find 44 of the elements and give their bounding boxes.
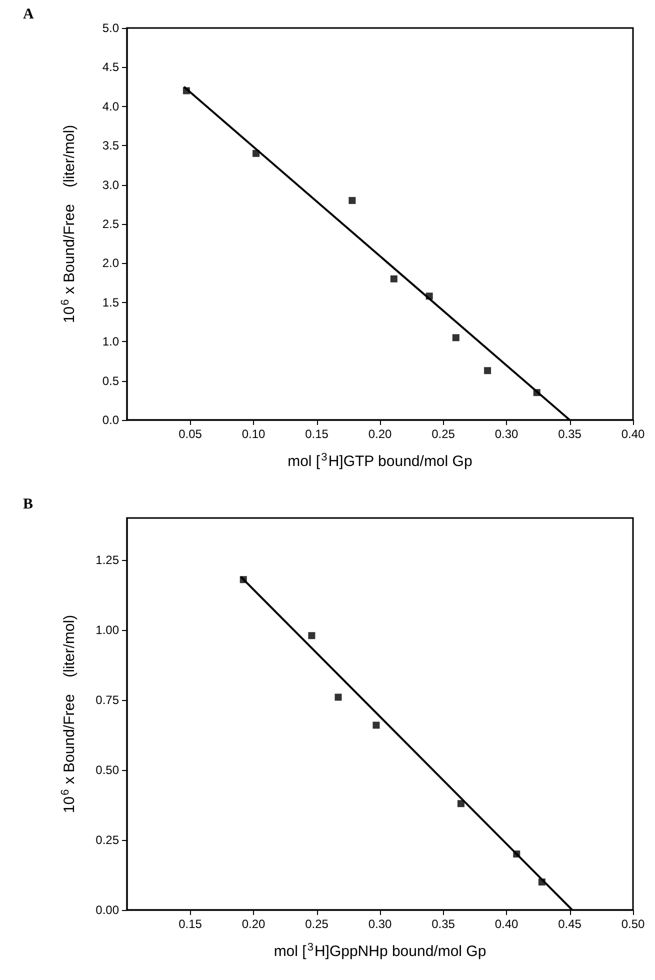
y-tick-label: 1.25: [96, 553, 120, 567]
x-tick-label: 0.20: [242, 917, 266, 931]
x-tick-label: 0.10: [242, 427, 266, 441]
x-tick-label: 0.40: [494, 917, 518, 931]
point: [308, 632, 316, 640]
x-tick-label: 0.05: [178, 427, 202, 441]
point: [372, 722, 380, 729]
x-tick-label: 0.15: [178, 917, 202, 931]
y-tick-label: 0.00: [96, 903, 120, 917]
point: [452, 334, 460, 342]
x-tick-label: 0.35: [432, 917, 456, 931]
y-tick-label: 0.0: [102, 413, 120, 427]
y-tick-label: 0.25: [96, 833, 120, 847]
y-tick-label: 5.0: [102, 21, 120, 35]
y-tick-label: 0.50: [96, 763, 120, 777]
y-tick-label: 3.0: [102, 178, 120, 192]
y-tick-label: 1.5: [102, 295, 120, 310]
x-tick-label: 0.40: [621, 427, 645, 441]
x-tick-label: 0.30: [368, 917, 392, 931]
chart-title: B: [23, 496, 34, 512]
y-axis-title: 106 x Bound/Free (liter/mol): [60, 614, 78, 814]
y-tick-label: 0.75: [96, 693, 120, 707]
chart-title: A: [23, 6, 34, 22]
y-tick-label: 1.0: [102, 334, 120, 349]
point: [390, 275, 398, 282]
y-axis-title: 106 x Bound/Free (liter/mol): [60, 124, 78, 324]
x-tick-label: 0.45: [558, 917, 582, 931]
point: [484, 367, 492, 374]
x-tick-label: 0.35: [558, 427, 582, 441]
x-tick-label: 0.25: [432, 427, 456, 441]
x-tick-label: 0.50: [621, 917, 645, 931]
point: [348, 196, 356, 204]
x-tick-label: 0.15: [305, 427, 329, 441]
x-tick-label: 0.30: [494, 427, 518, 441]
point: [334, 694, 342, 701]
x-tick-label: 0.25: [305, 917, 329, 931]
y-tick-label: 0.5: [102, 374, 120, 388]
x-tick-label: 0.20: [368, 427, 392, 441]
y-tick-label: 2.0: [102, 256, 120, 270]
y-tick-label: 3.5: [102, 138, 120, 153]
y-tick-label: 1.00: [96, 623, 120, 637]
y-tick-label: 2.5: [102, 217, 120, 231]
y-tick-label: 4.5: [102, 60, 120, 74]
y-tick-label: 4.0: [102, 99, 120, 114]
